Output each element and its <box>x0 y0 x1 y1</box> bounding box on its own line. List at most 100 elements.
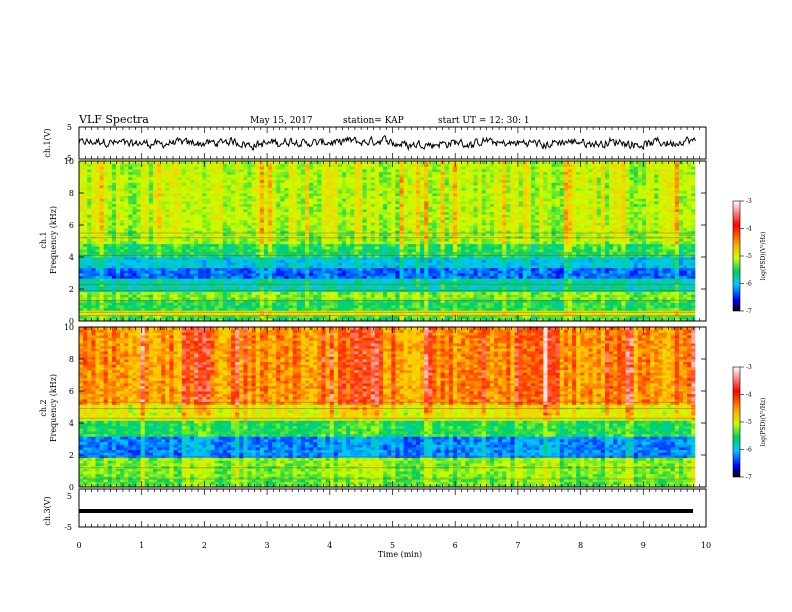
spectrogram-cell <box>551 310 557 314</box>
spectrogram-cell <box>99 302 105 306</box>
spectrogram-cell <box>691 313 696 317</box>
spectrogram-cell <box>687 299 692 303</box>
spectrogram-cell <box>469 302 474 306</box>
spectrogram-cell <box>424 305 429 309</box>
spectrogram-cell <box>662 257 667 261</box>
spectrogram-cell <box>346 310 351 314</box>
spectrogram-cell <box>255 318 261 322</box>
spectrogram-cell <box>222 254 228 258</box>
spectrogram-cell <box>572 307 577 311</box>
spectrogram-cell <box>600 235 606 239</box>
spectrogram-cell <box>337 297 343 301</box>
spectrogram-cell <box>321 273 326 277</box>
spectrogram-cell <box>198 259 203 263</box>
spectrogram-cell <box>522 294 528 298</box>
spectrogram-cell <box>666 273 672 277</box>
spectrogram-cell <box>391 243 396 247</box>
spectrogram-cell <box>226 313 232 317</box>
spectrogram-cell <box>107 278 113 282</box>
spectrogram-cell <box>218 262 224 266</box>
spectrogram-cell <box>563 283 569 287</box>
spectrogram-cell <box>535 297 540 301</box>
spectrogram-cell <box>333 278 339 282</box>
spectrogram-cell <box>255 294 261 298</box>
spectrogram-cell <box>580 235 585 239</box>
spectrogram-cell <box>255 246 261 250</box>
spectrogram-cell <box>378 275 384 279</box>
spectrogram-cell <box>374 251 380 255</box>
spectrogram-cell <box>214 259 220 263</box>
spectrogram-cell <box>181 265 187 269</box>
spectrogram-cell <box>584 262 589 266</box>
spectrogram-cell <box>641 259 647 263</box>
spectrogram-cell <box>654 273 659 277</box>
spectrogram-cell <box>432 315 437 319</box>
spectrogram-cell <box>103 313 109 317</box>
spectrogram-cell <box>580 254 585 258</box>
spectrogram-cell <box>691 281 696 285</box>
spectrogram-cell <box>144 307 150 311</box>
spectrogram-cell <box>448 313 454 317</box>
spectrogram-cell <box>592 283 598 287</box>
spectrogram-cell <box>276 286 281 290</box>
spectrogram-cell <box>210 283 215 287</box>
spectrogram-cell <box>399 294 405 298</box>
spectrogram-cell <box>280 313 285 317</box>
spectrogram-cell <box>666 246 672 250</box>
spectrogram-cell <box>518 283 524 287</box>
spectrogram-cell <box>662 283 667 287</box>
spectrogram-cell <box>580 307 585 311</box>
spectrogram-cell <box>128 254 133 258</box>
spectrogram-cell <box>609 265 614 269</box>
spectrogram-cell <box>452 254 458 258</box>
spectrogram-cell <box>691 299 696 303</box>
spectrogram-cell <box>592 275 598 279</box>
spectrogram-cell <box>280 267 285 271</box>
spectrogram-cell <box>518 278 524 282</box>
spectrogram-cell <box>588 310 594 314</box>
spectrogram-cell <box>502 249 507 253</box>
spectrogram-cell <box>687 249 692 253</box>
spectrogram-cell <box>366 275 372 279</box>
spectrogram-cell <box>543 281 548 285</box>
spectrogram-cell <box>87 313 92 317</box>
spectrogram-cell <box>592 297 598 301</box>
spectrogram-cell <box>370 286 376 290</box>
spectrogram-cell <box>674 265 680 269</box>
spectrogram-cell <box>161 286 166 290</box>
spectrogram-cell <box>350 297 355 301</box>
spectrogram-cell <box>415 291 421 295</box>
spectrogram-cell <box>691 305 696 309</box>
spectrogram-cell <box>148 259 154 263</box>
spectrogram-cell <box>526 243 532 247</box>
spectrogram-cell <box>321 246 326 250</box>
spectrogram-cell <box>617 238 622 242</box>
spectrogram-cell <box>239 291 244 295</box>
spectrogram-cell <box>604 262 610 266</box>
spectrogram-cell <box>181 281 187 285</box>
spectrogram-cell <box>609 243 614 247</box>
spectrogram-cell <box>346 251 351 255</box>
spectrogram-cell <box>465 241 470 245</box>
spectrogram-cell <box>510 249 515 253</box>
spectrogram-cell <box>120 299 125 303</box>
spectrogram-cell <box>530 286 536 290</box>
spectrogram-cell <box>231 307 236 311</box>
spectrogram-cell <box>337 281 343 285</box>
spectrogram-cell <box>399 249 405 253</box>
spectrogram-cell <box>420 281 425 285</box>
spectrogram-cell <box>83 291 88 295</box>
spectrogram-cell <box>325 294 331 298</box>
spectrogram-cell <box>637 291 643 295</box>
spectrogram-cell <box>165 273 170 277</box>
spectrogram-cell <box>198 235 203 239</box>
spectrogram-cell <box>206 273 211 277</box>
spectrogram-cell <box>91 286 96 290</box>
spectrogram-cell <box>440 246 446 250</box>
spectrogram-cell <box>362 235 368 239</box>
spectrogram-cell <box>247 302 252 306</box>
spectrogram-cell <box>683 251 688 255</box>
spectrogram-cell <box>646 243 651 247</box>
spectrogram-cell <box>194 259 199 263</box>
